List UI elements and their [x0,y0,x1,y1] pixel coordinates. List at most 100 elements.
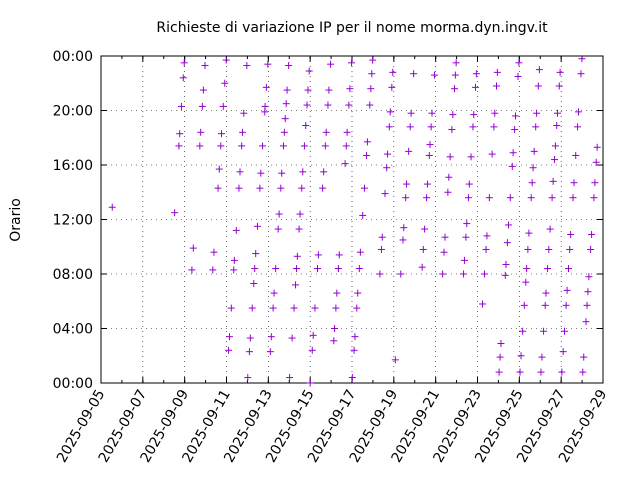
data-point [253,222,261,230]
data-point [367,85,375,93]
data-point [355,265,363,273]
data-point [546,225,554,233]
data-point [385,123,393,131]
data-point [529,164,537,172]
data-point [449,111,457,119]
data-point [250,280,258,288]
data-point [354,289,362,297]
data-point [369,56,377,64]
data-point [496,353,504,361]
data-point [465,180,473,188]
data-point [399,236,407,244]
data-point [306,379,314,387]
data-point [425,151,433,159]
data-point [490,123,498,131]
data-point [261,108,269,116]
data-point [270,289,278,297]
data-point [450,85,458,93]
data-point [585,273,593,281]
data-point [376,270,384,278]
data-point [282,100,290,108]
data-point [257,169,265,177]
data-point [292,281,300,289]
data-point [551,142,559,150]
data-point [262,83,270,91]
data-point [293,265,301,273]
data-point [495,368,503,376]
data-point [472,70,480,78]
data-point [359,211,367,219]
data-point [407,109,415,117]
data-point [342,142,350,150]
data-point [269,304,277,312]
data-point [325,86,333,94]
data-point [243,62,251,70]
data-point [180,59,188,67]
data-point [267,333,275,341]
data-point [236,168,244,176]
data-point [405,147,413,155]
data-point [264,60,272,68]
y-axis-label: Orario [8,198,24,242]
data-point [567,230,575,238]
data-point [588,230,596,238]
data-point [462,233,470,241]
data-point [196,142,204,150]
data-point [350,346,358,354]
data-point [309,331,317,339]
data-point [199,86,207,94]
data-point [584,288,592,296]
data-point [230,266,238,274]
data-point [544,265,552,273]
data-point [563,286,571,294]
data-point [592,158,600,166]
data-point [334,265,342,273]
y-tick-label: 04:00 [53,322,93,338]
data-point [227,304,235,312]
data-point [534,82,542,90]
data-point [593,143,601,151]
data-point [217,142,225,150]
data-point [348,59,356,67]
data-point [423,194,431,202]
data-point [527,194,535,202]
data-point [560,327,568,335]
data-point [445,173,453,181]
data-point [272,265,280,273]
data-point [516,368,524,376]
data-point [320,168,328,176]
data-point [327,60,335,68]
data-point [286,374,294,382]
data-point [511,112,519,120]
data-point [467,153,475,161]
data-point [278,169,286,177]
data-point [277,184,285,192]
data-point [400,224,408,232]
data-point [290,304,298,312]
data-point [444,188,452,196]
data-point [295,225,303,233]
data-point [493,68,501,76]
data-point [321,142,329,150]
data-point [343,128,351,136]
data-point [530,147,538,155]
data-point [313,265,321,273]
y-tick-label: 16:00 [53,158,93,174]
data-point [508,162,516,170]
data-point [419,245,427,253]
grid [101,56,603,383]
y-tick-label: 08:00 [53,267,93,283]
data-point [441,233,449,241]
data-point [520,301,528,309]
data-point [300,142,308,150]
data-point [280,128,288,136]
data-point [108,203,116,211]
data-point [452,59,460,67]
data-point [590,194,598,202]
data-point [245,348,253,356]
data-point [482,245,490,253]
data-point [293,252,301,260]
data-point [314,251,322,259]
data-point [198,102,206,110]
data-point [251,265,259,273]
